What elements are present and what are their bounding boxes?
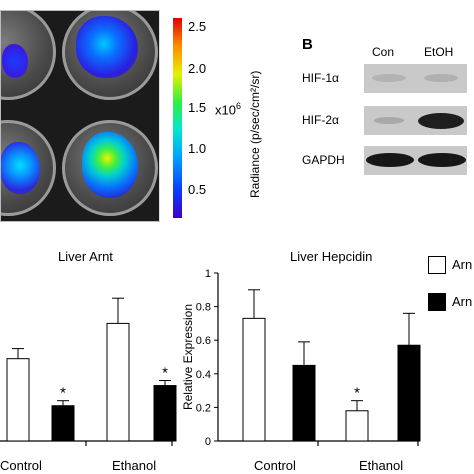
signal-region <box>2 44 28 78</box>
panel-label: B <box>302 36 313 53</box>
imaging-well <box>62 10 158 100</box>
y-tick-label: 1 <box>205 268 211 280</box>
imaging-well <box>62 120 158 216</box>
category-label: Control <box>254 458 296 473</box>
blot-row-label: HIF-2α <box>302 113 339 127</box>
chart-liver-arnt: ** <box>0 297 177 446</box>
significance-marker: * <box>162 365 168 382</box>
bar <box>242 317 266 442</box>
y-tick-label: 0.4 <box>196 369 211 381</box>
legend-swatch-black <box>428 293 446 311</box>
blot-band-row <box>364 64 467 93</box>
bar <box>153 385 177 442</box>
colorbar-tick: 0.5 <box>188 182 207 197</box>
chart-title: Liver Arnt <box>58 249 113 264</box>
legend-label: Arn <box>452 294 473 309</box>
category-label: Ethanol <box>359 458 404 473</box>
significance-marker: * <box>354 385 360 402</box>
colorbar-multiplier: x106 <box>215 101 241 118</box>
colorbar-tick: 1.5 <box>188 100 207 115</box>
bar <box>292 364 316 442</box>
blot-band <box>372 74 406 82</box>
colorbar-tick: 2.5 <box>188 19 207 34</box>
blot-column-label: EtOH <box>424 45 454 59</box>
blot-band <box>418 113 464 129</box>
bar <box>397 344 421 442</box>
blot-column-label: Con <box>372 45 395 59</box>
bar <box>106 322 130 442</box>
bar <box>6 358 30 442</box>
category-label: Control <box>0 458 42 473</box>
signal-region <box>0 142 40 194</box>
blot-band-row <box>364 146 467 175</box>
y-tick-label: 0 <box>205 436 211 448</box>
signal-region <box>76 16 138 78</box>
plate-frame <box>0 10 160 222</box>
blot-band-row <box>364 106 467 135</box>
legend-label: Arn <box>452 257 473 272</box>
bar <box>345 410 369 442</box>
y-tick-label: 0.2 <box>196 402 211 414</box>
signal-region <box>82 132 138 198</box>
category-label: Ethanol <box>112 458 157 473</box>
y-axis-label: Relative Expression <box>181 304 195 410</box>
blot-band <box>418 153 466 167</box>
blot-band <box>366 153 414 167</box>
blot-row-label: GAPDH <box>302 153 345 167</box>
chart-liver-hepcidin: 0 0.2 0.4 0.6 0.8 1 Relative Expression * <box>181 268 421 448</box>
imaging-plate <box>0 10 160 222</box>
blot-row-label: HIF-1α <box>302 71 339 85</box>
blot-band <box>424 74 458 82</box>
y-tick-label: 0.6 <box>196 335 211 347</box>
significance-marker: * <box>60 385 66 402</box>
chart-title: Liver Hepcidin <box>290 249 373 264</box>
radiance-colorbar <box>173 18 182 218</box>
legend-swatch-white <box>428 256 446 274</box>
colorbar-tick: 1.0 <box>188 141 207 156</box>
bar <box>51 405 75 442</box>
blot-band <box>374 117 404 124</box>
colorbar-tick: 2.0 <box>188 61 207 76</box>
y-tick-label: 0.8 <box>196 302 211 314</box>
